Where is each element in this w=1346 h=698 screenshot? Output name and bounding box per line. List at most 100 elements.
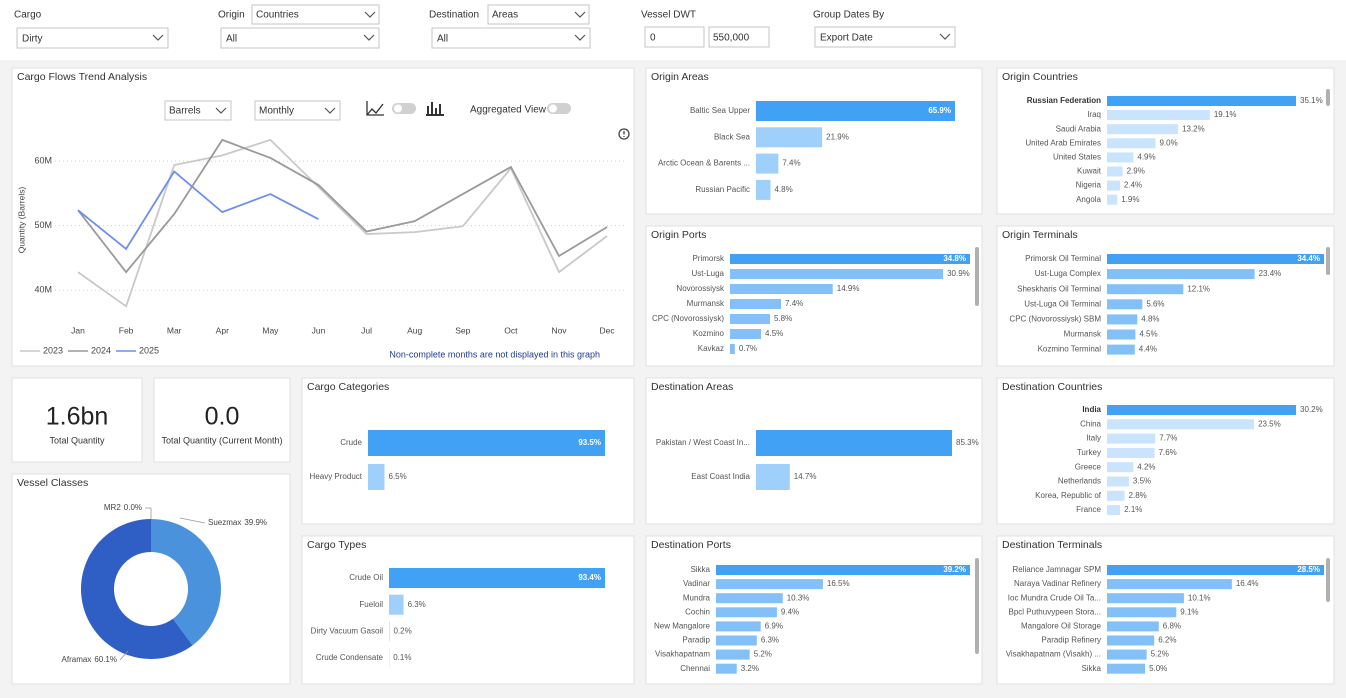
bar xyxy=(1107,284,1184,295)
chevron[interactable] xyxy=(215,107,227,114)
dropdown-box[interactable] xyxy=(814,26,956,48)
bar-label: India xyxy=(1082,405,1101,414)
input-value[interactable]: 0 xyxy=(650,33,656,44)
x-tick-label: Apr xyxy=(216,325,229,335)
leader-line xyxy=(119,650,129,661)
chevron[interactable] xyxy=(364,11,376,18)
unit-dropdown[interactable]: Barrels xyxy=(164,100,232,121)
dropdown-value[interactable]: Barrels xyxy=(169,106,201,117)
dropdown-box[interactable] xyxy=(251,4,380,25)
filter-label: Vessel DWT xyxy=(641,10,696,21)
dropdown-value[interactable]: Dirty xyxy=(22,34,43,45)
origin-dropdown[interactable]: All xyxy=(220,27,380,49)
value-label: 16.5% xyxy=(827,579,850,588)
bar xyxy=(1107,649,1147,660)
bar xyxy=(389,568,605,588)
bar-label: Korea, Republic of xyxy=(1035,491,1102,500)
value-label: 5.0% xyxy=(1149,664,1167,673)
bar xyxy=(1107,462,1134,473)
dropdown-value[interactable]: All xyxy=(437,34,448,45)
bar-label: Pakistan / West Coast In... xyxy=(656,438,750,447)
bar-icon[interactable] xyxy=(426,102,444,116)
bar xyxy=(1107,124,1179,135)
bar-label: Novorossiysk xyxy=(676,284,725,293)
x-tick-label: Sep xyxy=(455,325,470,335)
dropdown-value[interactable]: Monthly xyxy=(259,106,294,117)
filter-label: Destination xyxy=(429,10,479,21)
dropdown-box[interactable] xyxy=(16,27,169,49)
dropdown-box[interactable] xyxy=(254,100,341,121)
cargo-dropdown[interactable]: Dirty xyxy=(16,27,169,49)
toggle-knob[interactable] xyxy=(394,104,402,113)
info-icon[interactable] xyxy=(618,128,630,140)
dropdown-box[interactable] xyxy=(164,100,232,121)
value-label: 3.5% xyxy=(1133,477,1151,486)
chevron[interactable] xyxy=(324,107,336,114)
input-box[interactable] xyxy=(708,26,770,48)
y-tick-label: 60M xyxy=(34,156,52,166)
donut-slice xyxy=(151,519,222,646)
input-box[interactable] xyxy=(644,26,705,48)
bar-label: United States xyxy=(1053,153,1101,162)
chevron[interactable] xyxy=(152,34,164,41)
dropdown-value[interactable]: All xyxy=(226,34,237,45)
value-label: 9.1% xyxy=(1180,607,1198,616)
bar-label: Paradip xyxy=(682,636,710,645)
bar-label: China xyxy=(1080,419,1101,428)
chevron[interactable] xyxy=(363,34,375,41)
bar xyxy=(1107,254,1324,264)
value-label: 9.0% xyxy=(1159,138,1177,147)
bar-label: East Coast India xyxy=(691,472,750,481)
value-label: 6.5% xyxy=(388,472,406,481)
bar xyxy=(756,153,779,174)
line-icon[interactable] xyxy=(366,101,384,116)
bar-label: Black Sea xyxy=(714,132,751,141)
bar-label: Naraya Vadinar Refinery xyxy=(1014,579,1101,588)
value-label: 0.2% xyxy=(393,627,411,636)
bar xyxy=(1107,621,1159,632)
toggle-knob[interactable] xyxy=(549,104,557,113)
value-label: 12.1% xyxy=(1187,284,1210,293)
destination-dropdown[interactable]: All xyxy=(431,27,591,49)
period-dropdown[interactable]: Monthly xyxy=(254,100,341,121)
x-tick-label: Mar xyxy=(167,325,182,335)
dropdown-box[interactable] xyxy=(220,27,380,49)
bar-label: Kavkaz xyxy=(698,344,724,353)
bar xyxy=(756,101,955,121)
bar xyxy=(716,621,761,632)
value-label: 6.3% xyxy=(761,636,779,645)
slice-name: Suezmax xyxy=(208,518,241,527)
value-label: 23.4% xyxy=(1259,269,1282,278)
y-tick-label: 50M xyxy=(34,220,52,230)
chevron[interactable] xyxy=(574,34,586,41)
bar xyxy=(1107,314,1138,325)
chevron[interactable] xyxy=(939,33,951,40)
slice-label: MR2 0.0% xyxy=(104,503,142,512)
chevron[interactable] xyxy=(574,11,586,18)
kpi-value: 0.0 xyxy=(205,403,240,431)
series-line xyxy=(77,170,319,251)
value-label: 85.3% xyxy=(956,438,979,447)
y-tick-label: 40M xyxy=(34,285,52,295)
value-label: 5.2% xyxy=(754,650,772,659)
origin-mode-dropdown[interactable]: Countries xyxy=(251,4,380,25)
value-label: 28.5% xyxy=(1297,565,1320,574)
bar xyxy=(368,430,605,456)
dropdown-value[interactable]: Export Date xyxy=(820,33,873,44)
bar-label: Dirty Vacuum Gasoil xyxy=(311,627,384,636)
bar xyxy=(716,593,783,604)
group-dates-dropdown[interactable]: Export Date xyxy=(814,26,956,48)
legend-label: 2025 xyxy=(139,345,159,355)
dropdown-box[interactable] xyxy=(487,4,590,25)
bar xyxy=(730,254,970,264)
destination-mode-dropdown[interactable]: Areas xyxy=(487,4,590,25)
dropdown-value[interactable]: Areas xyxy=(492,10,518,21)
dropdown-box[interactable] xyxy=(431,27,591,49)
bar-label: Nigeria xyxy=(1076,181,1102,190)
bar-label: Mangalore Oil Storage xyxy=(1021,622,1102,631)
input-value[interactable]: 550,000 xyxy=(713,33,750,44)
value-label: 1.9% xyxy=(1121,195,1139,204)
bar-label: France xyxy=(1076,505,1101,514)
value-label: 6.8% xyxy=(1163,622,1181,631)
dropdown-value[interactable]: Countries xyxy=(256,10,299,21)
